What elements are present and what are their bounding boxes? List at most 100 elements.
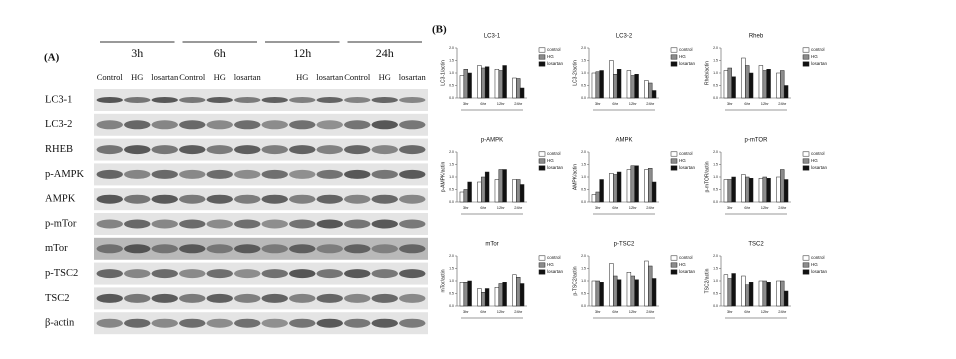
lane-label: HG — [296, 72, 308, 82]
y-tick-label: 1.0 — [713, 175, 718, 179]
bar — [613, 74, 618, 99]
bar — [502, 65, 507, 99]
bar — [481, 176, 486, 203]
band — [344, 194, 371, 204]
bar — [498, 70, 503, 99]
bar — [591, 72, 597, 99]
band — [179, 97, 206, 103]
row-label: AMPK — [45, 194, 76, 205]
y-axis-label: Rheb/actin — [704, 61, 710, 85]
band — [371, 120, 398, 130]
bar — [780, 169, 785, 203]
band — [316, 318, 343, 328]
legend-label: losartan — [547, 165, 564, 170]
legend-swatch — [670, 61, 678, 67]
bar — [609, 263, 614, 307]
band — [234, 145, 261, 155]
band — [124, 97, 151, 103]
bar — [630, 275, 635, 307]
bar — [748, 282, 754, 307]
bar — [616, 171, 622, 203]
band — [151, 219, 178, 229]
time-label: 12h — [293, 46, 311, 60]
y-tick-label: 0.0 — [581, 96, 586, 100]
bar — [727, 179, 732, 203]
band — [399, 293, 426, 303]
y-tick-label: 0.5 — [581, 291, 586, 295]
band — [96, 194, 123, 204]
band — [289, 269, 316, 279]
x-tick-label: 6hr — [480, 205, 486, 210]
bar — [459, 282, 465, 307]
band — [344, 145, 371, 155]
legend-swatch — [802, 47, 810, 53]
blot-strip — [94, 163, 428, 186]
x-tick-label: 3hr — [595, 309, 601, 314]
band — [344, 219, 371, 229]
bar — [723, 274, 729, 307]
lane-label: HG — [379, 72, 391, 82]
y-tick-label: 2.0 — [713, 150, 718, 154]
time-label: 3h — [131, 46, 143, 60]
bar — [651, 278, 657, 307]
legend-label: HG — [679, 54, 686, 59]
band — [371, 97, 398, 103]
legend-label: control — [547, 151, 561, 156]
bar — [651, 181, 657, 203]
bar — [512, 77, 517, 99]
y-tick-label: 0.5 — [449, 291, 454, 295]
band — [179, 169, 206, 179]
bar — [467, 181, 472, 203]
band — [261, 244, 288, 254]
bar — [741, 174, 746, 203]
bar — [519, 283, 525, 307]
band — [151, 244, 178, 254]
band — [151, 97, 178, 103]
bar — [644, 80, 649, 99]
bar — [651, 90, 657, 99]
band — [234, 120, 261, 130]
lane-label: losartan — [234, 72, 262, 82]
band — [261, 97, 288, 103]
y-tick-label: 1.5 — [449, 58, 454, 62]
band — [151, 318, 178, 328]
band — [124, 219, 151, 229]
band — [399, 120, 426, 130]
y-axis-label: AMPK/actin — [572, 164, 578, 190]
y-tick-label: 2.0 — [449, 254, 454, 258]
band — [96, 244, 123, 254]
band — [234, 269, 261, 279]
x-tick-label: 3hr — [727, 309, 733, 314]
bar — [783, 179, 789, 203]
band — [316, 219, 343, 229]
band — [344, 120, 371, 130]
legend-label: HG — [547, 158, 554, 163]
x-tick-label: 24hr — [646, 205, 655, 210]
band — [179, 120, 206, 130]
band — [151, 293, 178, 303]
chart-title: mTor — [485, 242, 498, 248]
x-tick-label: 6hr — [612, 309, 618, 314]
x-tick-label: 6hr — [744, 205, 750, 210]
band — [96, 318, 123, 328]
bar — [776, 72, 781, 99]
x-tick-label: 24hr — [646, 309, 655, 314]
bar — [591, 280, 597, 307]
band — [234, 169, 261, 179]
blot-strip — [94, 188, 428, 211]
panel-a-label: (A) — [44, 52, 60, 64]
lane-label: losartan — [151, 72, 179, 82]
bar — [494, 179, 500, 203]
band — [179, 269, 206, 279]
bar — [463, 69, 468, 99]
legend-swatch — [802, 262, 810, 268]
y-tick-label: 0.5 — [449, 187, 454, 191]
bar — [484, 288, 490, 307]
bar — [648, 168, 653, 203]
band — [399, 145, 426, 155]
x-tick-label: 3hr — [595, 205, 601, 210]
bar — [634, 279, 639, 307]
x-tick-label: 24hr — [514, 309, 523, 314]
legend-label: HG — [679, 158, 686, 163]
y-tick-label: 2.0 — [713, 46, 718, 50]
